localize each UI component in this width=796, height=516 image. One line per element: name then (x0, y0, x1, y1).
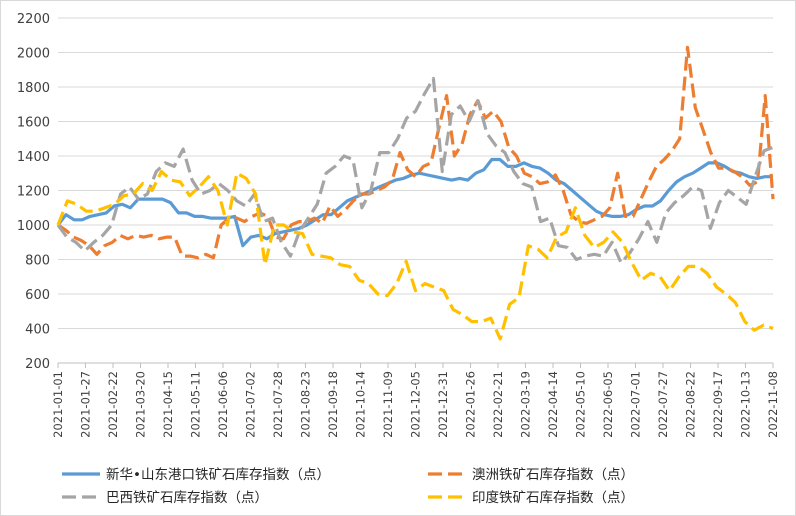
legend: 新华•山东港口铁矿石库存指数（点） 澳洲铁矿石库存指数（点） 巴西铁矿石库存指数（点… (62, 467, 634, 506)
x-tick-label: 2021-07-28 (271, 371, 285, 438)
legend-label-0: 新华•山东港口铁矿石库存指数（点） (106, 467, 330, 483)
x-tick-label: 2022-09-17 (711, 371, 725, 438)
x-tick-label: 2021-08-23 (299, 371, 313, 438)
y-tick-label: 200 (25, 357, 50, 372)
y-axis: 200 400 600 800 1000 1200 1400 1600 1800 2000 2200 (17, 12, 50, 372)
x-tick-label: 2021-01-01 (51, 371, 65, 438)
x-tick-label: 2021-01-27 (79, 371, 93, 438)
x-tick-label: 2021-03-20 (134, 371, 148, 438)
y-tick-label: 1400 (17, 150, 50, 165)
y-tick-label: 400 (25, 323, 50, 338)
x-tick-label: 2022-03-19 (519, 371, 533, 438)
x-tick-label: 2021-07-02 (244, 371, 258, 438)
legend-label-1: 澳洲铁矿石库存指数（点） (472, 467, 634, 483)
y-tick-label: 1600 (17, 116, 50, 131)
y-tick-label: 800 (25, 254, 50, 269)
y-tick-label: 1800 (17, 81, 50, 96)
x-tick-label: 2022-10-13 (739, 371, 753, 438)
plot-area (56, 45, 775, 341)
x-tick-label: 2022-02-21 (491, 371, 505, 438)
y-tick-label: 2000 (17, 47, 50, 62)
legend-label-2: 巴西铁矿石库存指数（点） (106, 490, 268, 506)
series-line-1 (57, 45, 775, 260)
x-tick-label: 2022-07-01 (629, 371, 643, 438)
x-tick-label: 2022-08-22 (684, 371, 698, 438)
y-tick-label: 600 (25, 288, 50, 303)
x-tick-label: 2022-06-05 (601, 371, 615, 438)
series-line-0 (56, 157, 773, 248)
x-tick-label: 2022-11-08 (766, 371, 780, 438)
x-tick-label: 2021-02-22 (106, 371, 120, 438)
x-tick-label: 2021-06-06 (216, 371, 230, 438)
x-axis: 2021-01-01 2021-01-27 2021-02-22 2021-03-20… (51, 362, 780, 438)
y-tick-label: 1000 (17, 219, 50, 234)
x-tick-label: 2022-01-26 (464, 371, 478, 438)
x-tick-label: 2021-11-09 (381, 371, 395, 438)
y-tick-label: 1200 (17, 185, 50, 200)
legend-label-3: 印度铁矿石库存指数（点） (472, 490, 634, 506)
x-tick-label: 2021-10-14 (354, 371, 368, 438)
x-tick-label: 2022-05-10 (574, 371, 588, 438)
x-tick-label: 2021-09-18 (326, 371, 340, 438)
x-tick-label: 2021-12-05 (409, 371, 423, 438)
gridlines (58, 17, 773, 329)
y-tick-label: 2200 (17, 12, 50, 27)
x-tick-label: 2021-12-31 (436, 371, 450, 438)
series-line-3 (56, 169, 774, 341)
x-tick-label: 2022-07-27 (656, 371, 670, 438)
x-tick-label: 2022-04-14 (546, 371, 560, 438)
x-tick-label: 2021-05-11 (189, 371, 203, 438)
x-tick-label: 2021-04-15 (161, 371, 175, 438)
series-line-2 (56, 76, 774, 265)
